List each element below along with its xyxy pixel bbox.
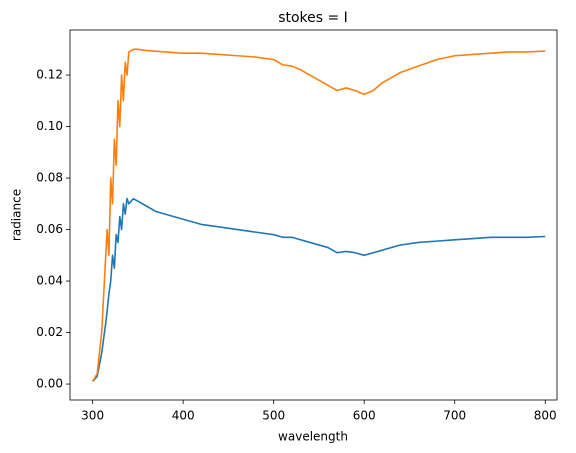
y-tick-label: 0.10 (36, 119, 63, 133)
y-tick-label: 0.04 (36, 274, 63, 288)
y-tick-label: 0.06 (36, 222, 63, 236)
x-tick-label: 500 (262, 409, 285, 423)
x-tick-label: 800 (534, 409, 557, 423)
line-series (91, 48, 546, 382)
x-tick-label: 700 (443, 409, 466, 423)
x-tick-label: 400 (172, 409, 195, 423)
y-axis-label: radiance (10, 189, 24, 241)
y-tick-label: 0.02 (36, 325, 63, 339)
y-tick-label: 0.00 (36, 377, 63, 391)
x-tick-label: 600 (353, 409, 376, 423)
plot-frame (69, 29, 558, 401)
x-tick-label: 300 (81, 409, 104, 423)
chart-title: stokes = I (278, 10, 348, 26)
x-axis-label: wavelength (278, 430, 348, 444)
y-tick-label: 0.08 (36, 171, 63, 185)
line-series (92, 197, 546, 382)
y-tick-label: 0.12 (36, 68, 63, 82)
